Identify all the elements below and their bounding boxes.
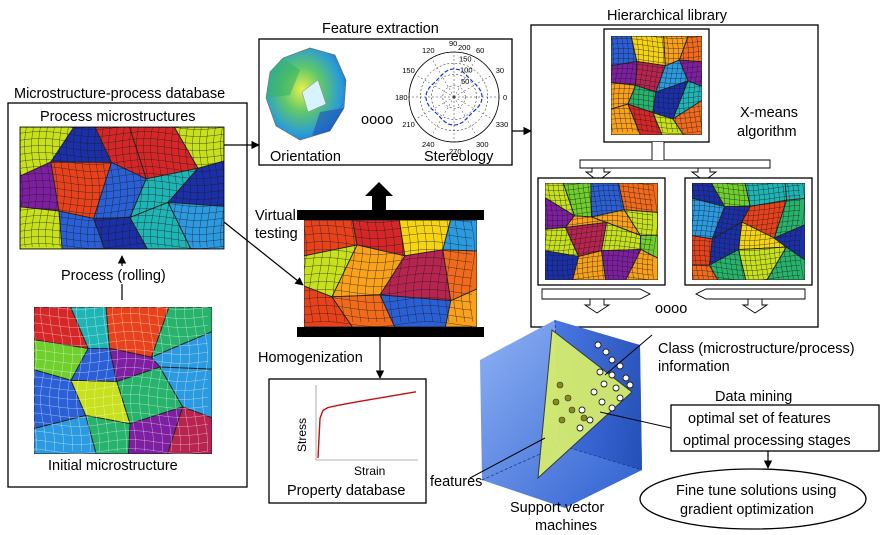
property-database-box <box>268 378 427 504</box>
orientation-polyhedron <box>265 47 347 141</box>
optimal-stages-label: optimal processing stages <box>683 433 851 449</box>
left-down-arrow <box>583 298 611 314</box>
svm-data-point <box>602 348 610 356</box>
svm-data-point <box>552 398 560 406</box>
polar-radial-tick: 50 <box>461 77 469 86</box>
optimal-features-label: optimal set of features <box>688 411 831 427</box>
feature-ellipsis: oooo <box>361 112 393 128</box>
orientation-label: Orientation <box>270 149 341 165</box>
library-top-microstructure <box>611 36 702 135</box>
svm-data-point <box>596 368 604 376</box>
svm-data-point <box>608 404 616 412</box>
svm-data-point <box>600 380 608 388</box>
bottom-plate <box>297 327 484 337</box>
svm-data-point <box>578 406 586 414</box>
svm-data-point <box>616 362 624 370</box>
svm-points <box>552 341 634 432</box>
svm-data-point <box>594 341 602 349</box>
virtual-label-1: Virtual <box>255 208 296 224</box>
polar-angle-tick: 210 <box>402 120 415 129</box>
initial-microstructure-label: Initial microstructure <box>48 458 178 474</box>
svm-data-point <box>556 381 564 389</box>
fine-tune-label-1: Fine tune solutions using <box>676 483 836 499</box>
process-rolling-label: Process (rolling) <box>61 268 166 284</box>
xmeans-label-2: algorithm <box>737 124 797 140</box>
data-mining-title: Data mining <box>715 389 792 405</box>
xmeans-label-1: X-means <box>740 105 798 121</box>
svm-cube <box>480 319 643 508</box>
polar-angle-tick: 30 <box>496 66 504 75</box>
process-microstructures-label: Process microstructures <box>40 109 196 125</box>
class-info-label-1: Class (microstructure/process) <box>658 341 855 357</box>
stress-axis-label: Stress <box>295 418 309 452</box>
library-right-microstructure <box>692 183 805 280</box>
property-database-label: Property database <box>287 483 406 499</box>
svm-data-point <box>580 414 588 422</box>
class-info-label-2: information <box>658 359 730 375</box>
svm-data-point <box>564 394 572 402</box>
svm-data-point <box>608 371 616 379</box>
svm-data-point <box>616 394 624 402</box>
stereology-rose <box>425 68 483 126</box>
data-mining-leader <box>599 411 672 429</box>
svm-data-point <box>586 416 594 424</box>
fine-tune-label-2: gradient optimization <box>680 502 814 518</box>
feature-extraction-title: Feature extraction <box>322 21 439 37</box>
top-plate <box>297 210 484 220</box>
svm-label-2: machines <box>535 518 597 534</box>
db-to-virtual-arrow <box>223 221 304 286</box>
polar-angle-tick: 240 <box>422 140 435 149</box>
polar-radial-tick: 100 <box>460 66 473 75</box>
process-microstructure-image <box>20 127 224 249</box>
svm-data-point <box>558 416 566 424</box>
initial-microstructure-image <box>34 307 212 454</box>
virtual-to-feature-arrow <box>365 182 393 210</box>
database-title: Microstructure-process database <box>14 86 225 102</box>
polar-angle-tick: 0 <box>503 93 507 102</box>
polar-angle-tick: 60 <box>476 46 484 55</box>
svm-data-point <box>612 384 620 392</box>
svm-data-point <box>590 388 598 396</box>
polar-angle-tick: 120 <box>422 46 435 55</box>
svm-data-point <box>608 356 616 364</box>
right-down-arrow <box>741 298 769 314</box>
polar-angle-tick: 180 <box>395 93 408 102</box>
virtual-testing-mesh <box>304 220 477 327</box>
polar-angle-tick: 330 <box>496 120 509 129</box>
virtual-label-2: testing <box>255 226 298 242</box>
polar-angle-tick: 150 <box>402 66 415 75</box>
features-leader <box>469 437 546 479</box>
fine-tune-ellipse <box>639 468 867 530</box>
homogenization-label: Homogenization <box>258 350 363 366</box>
features-label: features <box>430 474 482 490</box>
polar-radial-tick: 200 <box>458 43 471 52</box>
svm-hyperplane <box>537 329 633 480</box>
polar-radial-tick: 150 <box>459 54 472 63</box>
svm-data-point <box>626 381 634 389</box>
svm-data-point <box>598 398 606 406</box>
svm-data-point <box>622 374 630 382</box>
right-split-arrow <box>690 167 718 182</box>
strain-axis-label: Strain <box>354 464 385 478</box>
library-ellipsis: oooo <box>655 301 687 317</box>
svm-label-1: Support vector <box>510 500 604 516</box>
polar-angle-tick: 300 <box>476 140 489 149</box>
hierarchical-library-title: Hierarchical library <box>607 8 728 24</box>
library-left-microstructure <box>545 183 658 280</box>
polar-angle-tick: 270 <box>449 147 462 156</box>
data-mining-box <box>670 404 880 452</box>
polar-angle-tick: 90 <box>449 39 457 48</box>
class-info-leader <box>604 334 653 376</box>
stereology-label: Stereology <box>424 149 494 165</box>
svm-data-point <box>576 424 584 432</box>
left-split-arrow <box>584 167 612 182</box>
stress-strain-plot: Stress Strain <box>295 385 418 478</box>
stress-strain-curve <box>317 391 417 459</box>
svm-data-point <box>568 406 576 414</box>
